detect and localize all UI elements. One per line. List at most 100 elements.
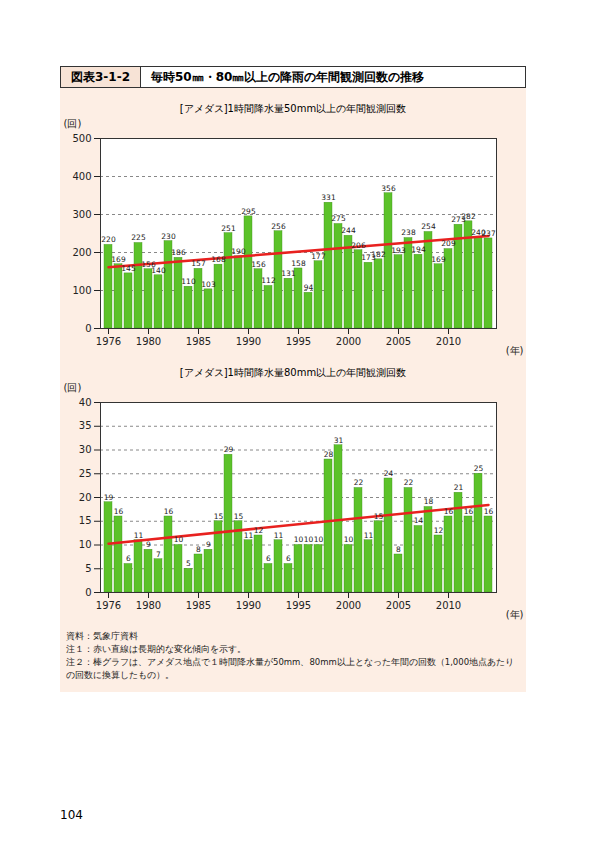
svg-text:28: 28 [324,450,334,459]
svg-text:6: 6 [286,554,291,563]
svg-text:12: 12 [434,526,444,535]
svg-text:25: 25 [474,464,484,473]
svg-text:14: 14 [414,516,424,525]
svg-text:193: 193 [391,246,406,255]
svg-text:12: 12 [254,526,264,535]
svg-text:156: 156 [251,260,266,269]
svg-text:500: 500 [72,133,91,144]
svg-text:22: 22 [404,478,414,487]
svg-text:300: 300 [72,209,91,220]
svg-text:186: 186 [171,248,186,257]
svg-text:8: 8 [196,545,201,554]
svg-text:100: 100 [72,285,91,296]
svg-text:295: 295 [241,207,256,216]
svg-text:169: 169 [431,255,446,264]
svg-text:6: 6 [266,554,271,563]
svg-text:158: 158 [291,259,306,268]
svg-text:251: 251 [221,224,236,233]
svg-text:145: 145 [121,264,136,273]
svg-text:5: 5 [85,563,91,574]
svg-text:256: 256 [271,222,286,231]
svg-text:15: 15 [214,512,224,521]
svg-text:10: 10 [174,535,184,544]
svg-text:1995: 1995 [286,600,311,611]
svg-text:331: 331 [321,193,336,202]
svg-text:25: 25 [79,468,92,479]
svg-text:16: 16 [484,507,494,516]
svg-text:194: 194 [411,245,426,254]
svg-text:220: 220 [101,235,116,244]
svg-text:200: 200 [72,247,91,258]
svg-text:1980: 1980 [136,600,161,611]
svg-text:15: 15 [79,515,92,526]
svg-text:400: 400 [72,171,91,182]
svg-text:168: 168 [211,255,226,264]
svg-text:10: 10 [314,535,324,544]
svg-text:18: 18 [424,497,434,506]
svg-text:131: 131 [281,269,296,278]
svg-text:112: 112 [261,276,276,285]
svg-text:9: 9 [146,540,151,549]
svg-text:11: 11 [274,531,284,540]
svg-text:16: 16 [444,507,454,516]
svg-text:275: 275 [331,214,346,223]
svg-text:2010: 2010 [436,600,461,611]
svg-text:(年): (年) [506,345,524,356]
svg-text:(年): (年) [506,609,524,620]
svg-text:22: 22 [354,478,364,487]
svg-text:10: 10 [304,535,314,544]
svg-text:24: 24 [384,469,394,478]
svg-text:5: 5 [186,559,191,568]
svg-text:19: 19 [104,493,114,502]
svg-text:2010: 2010 [436,336,461,347]
svg-text:169: 169 [111,255,126,264]
svg-text:244: 244 [341,226,356,235]
svg-text:0: 0 [85,587,91,598]
svg-text:9: 9 [206,540,211,549]
svg-text:0: 0 [85,323,91,334]
svg-text:16: 16 [114,507,124,516]
svg-text:15: 15 [374,512,384,521]
svg-text:1980: 1980 [136,336,161,347]
svg-text:20: 20 [79,492,92,503]
svg-text:230: 230 [161,232,176,241]
svg-text:177: 177 [311,252,326,261]
svg-text:29: 29 [224,445,234,454]
svg-text:2005: 2005 [386,336,411,347]
svg-text:30: 30 [79,444,92,455]
svg-text:206: 206 [351,241,366,250]
svg-text:225: 225 [131,233,146,242]
svg-text:15: 15 [234,512,244,521]
svg-text:1990: 1990 [236,600,261,611]
svg-text:16: 16 [164,507,174,516]
svg-text:(回): (回) [64,118,82,129]
svg-text:16: 16 [464,507,474,516]
svg-text:35: 35 [79,420,92,431]
svg-text:103: 103 [201,280,216,289]
svg-text:1976: 1976 [96,336,121,347]
svg-text:209: 209 [441,239,456,248]
svg-text:21: 21 [454,483,464,492]
svg-text:31: 31 [334,436,344,445]
svg-text:182: 182 [371,250,386,259]
svg-text:1990: 1990 [236,336,261,347]
svg-text:190: 190 [231,247,246,256]
svg-text:140: 140 [151,266,166,275]
svg-text:2000: 2000 [336,600,361,611]
svg-text:254: 254 [421,222,436,231]
svg-text:7: 7 [156,550,161,559]
svg-text:1985: 1985 [186,600,211,611]
svg-text:10: 10 [79,539,92,550]
svg-text:40: 40 [79,397,92,408]
svg-text:94: 94 [304,283,314,292]
svg-text:157: 157 [191,259,206,268]
svg-text:11: 11 [364,531,374,540]
svg-text:238: 238 [401,228,416,237]
svg-text:2005: 2005 [386,600,411,611]
svg-text:282: 282 [461,212,476,221]
svg-text:(回): (回) [64,382,82,393]
svg-text:2000: 2000 [336,336,361,347]
svg-text:356: 356 [381,184,396,193]
svg-text:11: 11 [134,531,144,540]
svg-text:237: 237 [481,229,496,238]
